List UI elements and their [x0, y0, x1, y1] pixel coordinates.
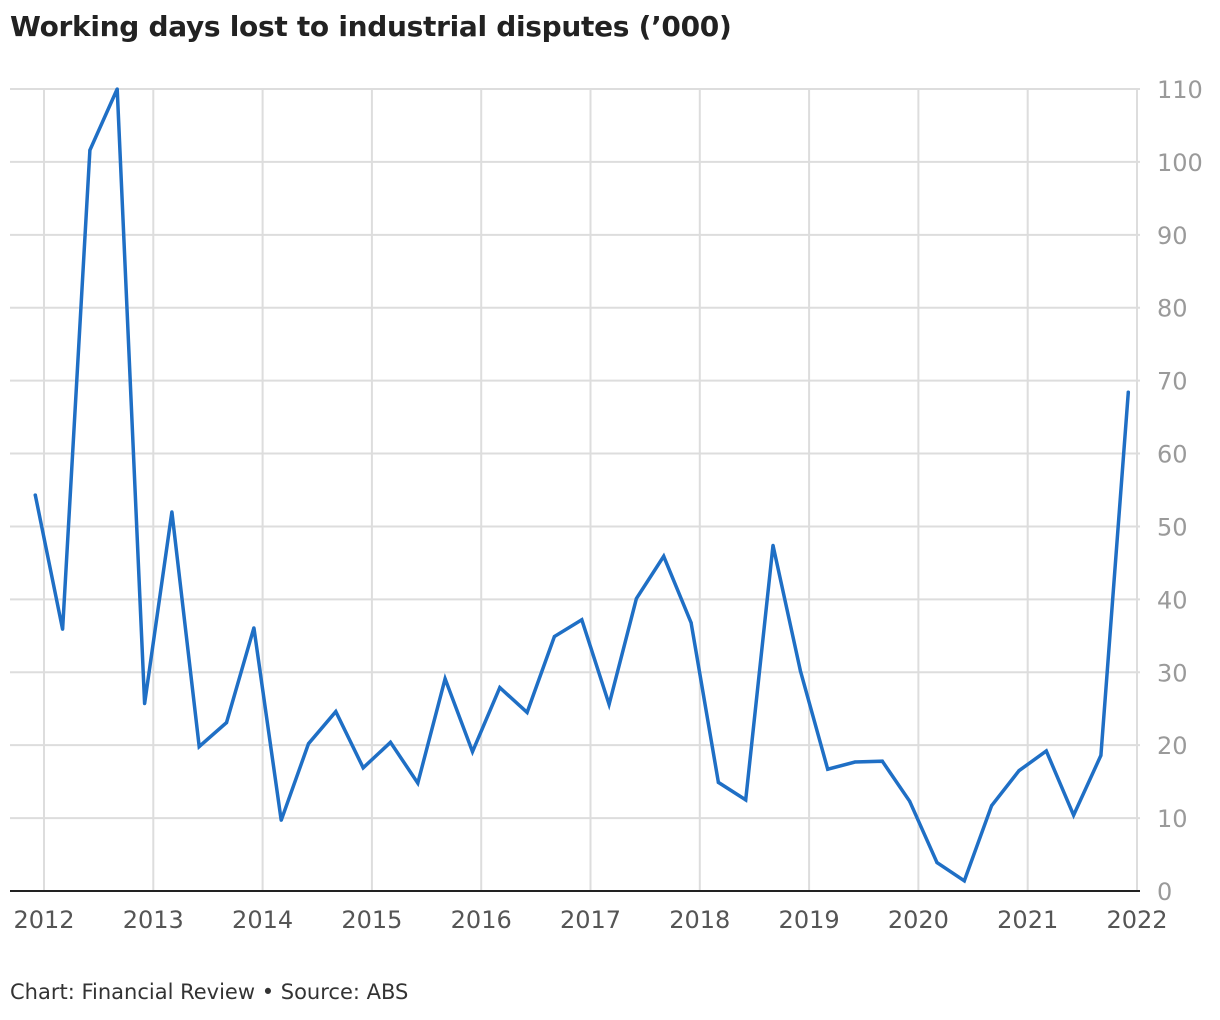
data-point	[279, 818, 283, 822]
data-point	[115, 87, 119, 91]
data-point	[498, 685, 502, 690]
x-tick-label: 2016	[451, 906, 512, 934]
data-point	[962, 879, 966, 883]
data-point	[224, 720, 229, 725]
data-point	[908, 799, 912, 803]
data-point	[334, 710, 338, 714]
y-tick-label: 60	[1157, 441, 1188, 469]
y-tick-label: 0	[1157, 878, 1172, 906]
x-tick-label: 2020	[888, 906, 949, 934]
data-point	[662, 554, 666, 558]
chart-source: Chart: Financial Review • Source: ABS	[10, 980, 409, 1004]
data-point	[1017, 769, 1021, 773]
data-point	[853, 760, 857, 764]
data-point	[142, 702, 147, 706]
x-axis-labels: 2012 2013 2014 2015 2016 2017 2018 2019 2020 2021…	[13, 906, 1167, 934]
data-point	[197, 745, 201, 749]
data-point	[744, 798, 748, 802]
data-point	[60, 627, 65, 631]
data-point	[798, 669, 802, 673]
data-point	[1126, 390, 1130, 394]
data-point	[552, 634, 557, 639]
chart-title: Working days lost to industrial disputes…	[10, 10, 732, 43]
data-point	[826, 767, 830, 771]
data-point	[443, 677, 447, 681]
y-axis-labels: 0 10 20 30 40 50 60 70 80 90 100 110	[1157, 76, 1203, 906]
y-tick-label: 90	[1157, 222, 1188, 250]
data-point	[771, 543, 775, 548]
data-point	[935, 860, 939, 865]
series-line	[33, 88, 1131, 884]
y-tick-label: 40	[1157, 586, 1188, 614]
y-tick-label: 30	[1157, 659, 1188, 687]
data-point	[580, 618, 584, 622]
data-point	[388, 740, 393, 744]
x-tick-label: 2012	[13, 906, 74, 934]
data-point	[525, 710, 529, 714]
data-point	[634, 597, 639, 601]
data-point	[33, 493, 37, 497]
y-tick-label: 80	[1157, 295, 1188, 323]
x-tick-label: 2021	[997, 906, 1058, 934]
data-point	[990, 804, 994, 808]
data-point	[88, 148, 92, 152]
data-point	[361, 766, 365, 770]
x-tick-label: 2014	[232, 906, 293, 934]
y-tick-label: 100	[1157, 149, 1203, 177]
data-point	[252, 626, 256, 630]
y-tick-label: 110	[1157, 76, 1203, 104]
y-tick-label: 70	[1157, 368, 1188, 396]
data-point	[1072, 813, 1076, 817]
series-layer	[33, 87, 1131, 884]
data-point	[880, 759, 884, 763]
x-tick-label: 2019	[779, 906, 840, 934]
data-point	[416, 781, 420, 785]
data-point	[306, 742, 311, 746]
x-tick-label: 2018	[669, 906, 730, 934]
data-point	[689, 621, 693, 625]
data-point	[716, 780, 720, 784]
grid-lines	[10, 88, 1140, 891]
data-point	[170, 510, 174, 514]
y-tick-label: 10	[1157, 805, 1188, 833]
y-tick-label: 20	[1157, 732, 1188, 760]
data-point	[607, 702, 611, 706]
y-tick-label: 50	[1157, 513, 1188, 541]
x-tick-label: 2022	[1106, 906, 1167, 934]
x-tick-label: 2017	[560, 906, 621, 934]
data-point	[1099, 753, 1103, 757]
x-tick-label: 2015	[341, 906, 402, 934]
data-point	[1044, 749, 1048, 753]
data-point	[470, 750, 475, 754]
x-tick-label: 2013	[123, 906, 184, 934]
